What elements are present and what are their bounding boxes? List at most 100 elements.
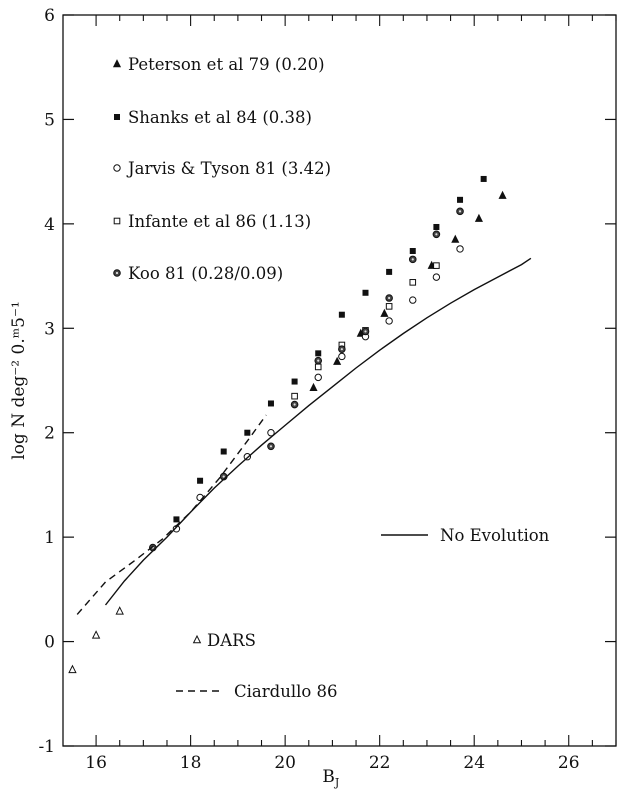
series-5 — [68, 606, 124, 674]
legend-entry: Koo 81 (0.28/0.09) — [113, 264, 283, 283]
x-tick-label: 26 — [558, 753, 580, 773]
legend-entry: Infante et al 86 (1.13) — [113, 212, 311, 231]
data-point — [244, 429, 251, 436]
series-line — [76, 414, 267, 615]
y-tick-label: -1 — [38, 737, 55, 757]
x-axis-title-sub: J — [334, 776, 339, 789]
y-tick-label: 0 — [44, 633, 55, 653]
data-point — [480, 175, 487, 182]
series-7 — [76, 414, 267, 615]
y-tick-label: 3 — [44, 319, 55, 339]
data-point — [338, 352, 346, 361]
data-point — [409, 279, 417, 286]
x-tick-label: 22 — [369, 753, 391, 773]
plot-border — [62, 14, 617, 747]
data-point — [115, 606, 124, 615]
legend-label: Ciardullo 86 — [234, 682, 338, 701]
data-point — [267, 442, 275, 451]
series-6 — [104, 257, 532, 606]
data-point — [309, 382, 318, 392]
data-point — [408, 255, 417, 264]
data-point — [385, 303, 393, 310]
data-point — [362, 289, 369, 296]
y-axis-title: log N deg⁻² 0.ᵐ5⁻¹ — [9, 301, 29, 460]
data-point — [498, 190, 507, 199]
legend-entry: Shanks et al 84 (0.38) — [114, 108, 312, 127]
data-point — [291, 378, 298, 385]
legend-marker — [192, 634, 202, 644]
data-layer — [68, 175, 532, 674]
legend-entry: Ciardullo 86 — [176, 682, 338, 701]
data-point — [432, 230, 441, 239]
data-point — [91, 630, 101, 639]
legend-marker — [112, 59, 122, 68]
series-4 — [149, 207, 464, 552]
data-point — [338, 311, 345, 318]
data-point — [291, 392, 298, 400]
data-point — [385, 317, 393, 325]
data-point — [380, 308, 389, 317]
x-axis-title: BJ — [322, 767, 339, 789]
legend-entry: Jarvis & Tyson 81 (3.42) — [113, 159, 331, 178]
data-point — [338, 345, 346, 353]
legend-entry: DARS — [192, 631, 256, 650]
data-point — [432, 273, 441, 281]
data-point — [474, 213, 483, 222]
legend-label: Infante et al 86 (1.13) — [128, 212, 311, 231]
legend-label: DARS — [207, 631, 256, 650]
data-point — [68, 664, 77, 674]
legend-marker — [114, 114, 120, 120]
legend-entry: Peterson et al 79 (0.20) — [112, 55, 325, 74]
y-tick-label: 4 — [44, 215, 55, 235]
data-point — [433, 262, 440, 269]
data-point — [267, 429, 275, 437]
data-point — [385, 294, 393, 302]
legend-entry: No Evolution — [381, 526, 550, 545]
data-point — [314, 373, 322, 382]
data-point — [409, 296, 417, 304]
legend-label: Peterson et al 79 (0.20) — [128, 55, 325, 74]
x-tick-label: 20 — [274, 753, 296, 773]
data-point — [456, 207, 464, 216]
data-point — [197, 477, 204, 484]
series-0 — [309, 190, 507, 392]
data-point — [314, 356, 323, 365]
x-tick-label: 18 — [180, 753, 202, 773]
x-tick-label: 24 — [463, 753, 485, 773]
data-point — [333, 356, 342, 365]
series-2 — [172, 245, 464, 533]
legend-marker — [113, 164, 121, 172]
y-tick-label: 1 — [44, 528, 55, 548]
data-point — [386, 268, 393, 275]
y-axis: -1 0 1 2 3 4 5 6 — [38, 6, 616, 757]
data-point — [457, 196, 464, 203]
legend-label: Koo 81 (0.28/0.09) — [128, 264, 283, 283]
data-point — [267, 400, 274, 407]
data-point — [173, 516, 180, 523]
data-point — [314, 363, 322, 371]
data-point — [409, 248, 416, 255]
x-axis: 16 18 20 22 24 26 — [85, 15, 617, 773]
x-axis-title-main: B — [322, 767, 335, 787]
legend-label: Shanks et al 84 (0.38) — [128, 108, 312, 127]
y-tick-label: 2 — [44, 424, 55, 444]
plot-frame — [62, 14, 617, 747]
legend-marker — [113, 217, 121, 225]
series-1 — [173, 175, 487, 523]
x-tick-label: 16 — [85, 753, 107, 773]
data-point — [315, 350, 322, 357]
data-point — [451, 234, 460, 243]
data-point — [220, 448, 227, 455]
series-line — [104, 257, 532, 606]
data-point — [433, 223, 440, 230]
y-tick-label: 5 — [44, 110, 55, 130]
data-point — [361, 327, 370, 336]
y-tick-label: 6 — [44, 6, 55, 26]
legend-marker — [113, 269, 121, 277]
legend-label: No Evolution — [440, 526, 550, 545]
data-point — [456, 245, 464, 253]
legend: Peterson et al 79 (0.20) Shanks et al 84 … — [112, 55, 550, 701]
legend-label: Jarvis & Tyson 81 (3.42) — [126, 159, 331, 178]
data-point — [290, 400, 299, 409]
